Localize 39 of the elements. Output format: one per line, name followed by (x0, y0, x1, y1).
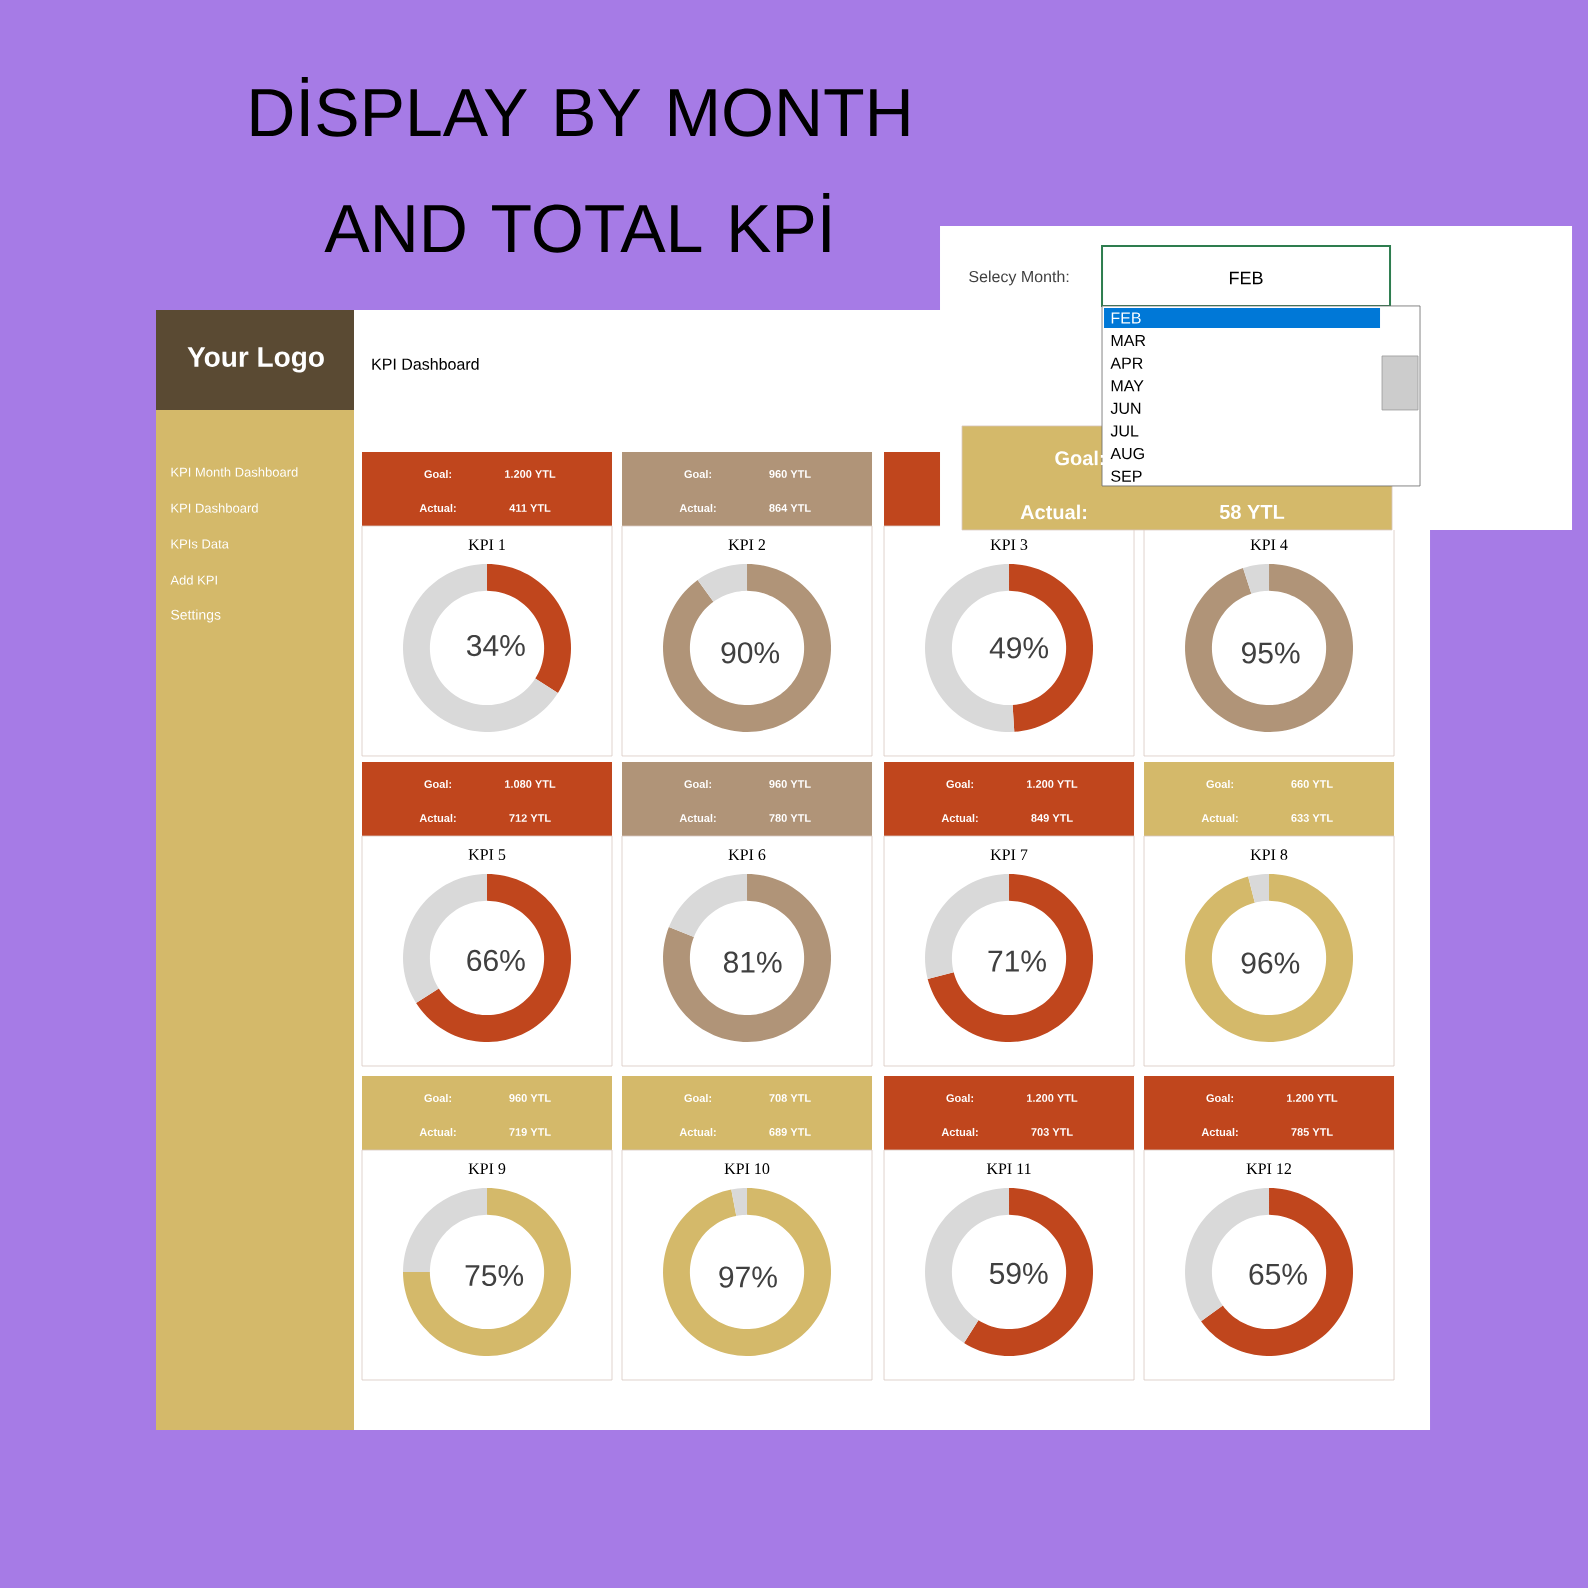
data-label: 71% (988, 950, 1046, 972)
chart-title: KPI 6 (728, 849, 766, 861)
text: APR (1110, 357, 1143, 369)
data-label: 59% (989, 1262, 1048, 1285)
text: DİSPLAY BY MONTH AND TOTAL KPİ (251, 77, 909, 253)
chart-title: KPI 7 (990, 849, 1028, 860)
text: SEP (1111, 470, 1142, 482)
text: FEB (1111, 312, 1141, 324)
chart-title: KPI 2 (728, 539, 765, 550)
data-label: 96% (1241, 952, 1300, 974)
chart-title: KPI 1 (468, 539, 505, 550)
text: JUL (1110, 425, 1139, 437)
chart-title: KPI 11 (986, 1163, 1031, 1174)
text: Actual: (1020, 504, 1086, 520)
text: KPI Dashboard (372, 358, 479, 370)
data-label: 90% (721, 642, 780, 664)
data-label: 49% (989, 637, 1049, 659)
text: Your Logo (187, 347, 324, 373)
data-label: 65% (1249, 1263, 1307, 1285)
data-label: 97% (719, 1266, 777, 1288)
chart-title: KPI 5 (468, 849, 506, 860)
text: MAR (1111, 335, 1146, 347)
text: JUN (1110, 402, 1141, 414)
data-label: 75% (465, 1264, 524, 1287)
data-label: 34% (466, 634, 525, 657)
chart-title: KPI 3 (990, 539, 1028, 551)
data-label: 81% (723, 951, 782, 973)
text: MAY (1111, 380, 1144, 392)
data-label: 66% (467, 949, 525, 972)
chart-title: KPI 8 (1250, 849, 1288, 861)
text: 58 YTL (1219, 504, 1285, 520)
chart-title: KPI 12 (1246, 1163, 1292, 1174)
chart-title: KPI 10 (724, 1163, 770, 1175)
text: FEB (1229, 271, 1263, 285)
text: AUG (1110, 447, 1144, 460)
text: Selecy Month: (969, 270, 1069, 286)
chart-title: KPI 4 (1250, 539, 1288, 550)
data-label: 95% (1242, 642, 1300, 664)
chart-title: KPI 9 (468, 1163, 506, 1175)
